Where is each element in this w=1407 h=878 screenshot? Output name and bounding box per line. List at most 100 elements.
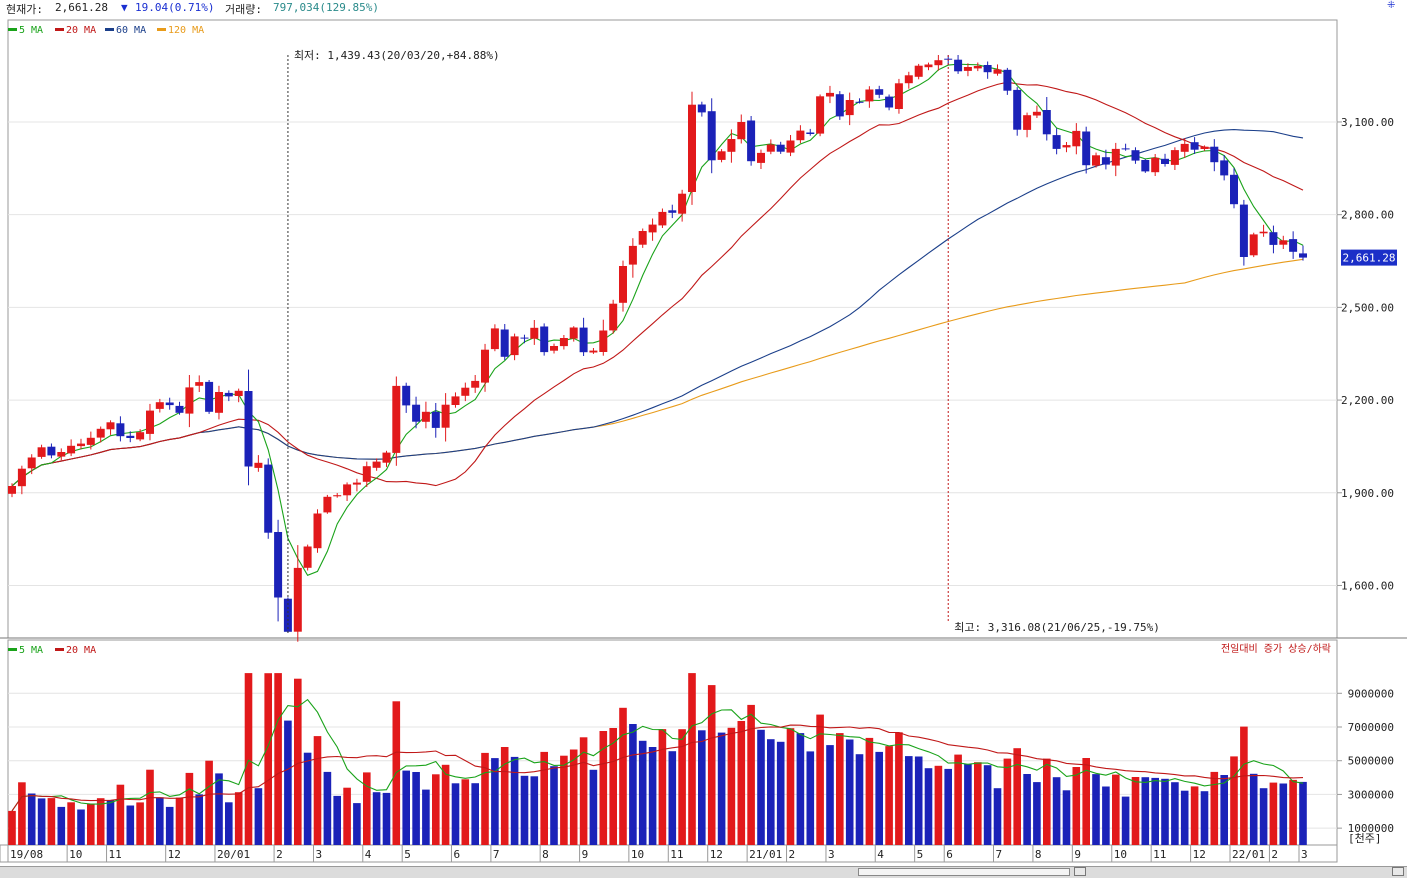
volume-bar	[441, 764, 450, 845]
price-tick-label: 2,200.00	[1341, 394, 1394, 407]
volume-legend-swatch	[8, 648, 17, 651]
candle-body	[816, 96, 825, 134]
volume-bar	[264, 673, 272, 845]
volume-bar	[47, 798, 56, 845]
x-tick-label: 6	[453, 848, 460, 861]
volume-bar	[579, 737, 588, 845]
candle-body	[678, 193, 687, 214]
volume-bar	[1259, 788, 1268, 845]
candle-body	[451, 396, 460, 405]
candle-body	[274, 532, 283, 598]
x-tick-label: 8	[1035, 848, 1042, 861]
candle-body	[1111, 148, 1120, 166]
x-tick-label: 4	[877, 848, 884, 861]
scroll-bar[interactable]	[0, 866, 1407, 878]
volume-bar	[146, 769, 154, 845]
volume-bar	[254, 788, 263, 845]
candle-body	[776, 144, 785, 152]
candle-body	[648, 224, 657, 233]
volume-bar	[185, 772, 194, 845]
candle-body	[638, 231, 647, 245]
volume-bar	[195, 794, 203, 845]
candle-body	[707, 111, 716, 161]
volume-bar	[1043, 758, 1051, 845]
candle-body	[1249, 234, 1258, 256]
candle-body	[1180, 143, 1189, 152]
volume-bar	[1279, 783, 1288, 845]
candle-body	[1092, 155, 1100, 166]
volume-bar	[382, 792, 391, 845]
volume-bar	[1052, 777, 1061, 845]
volume-bar	[1151, 777, 1159, 845]
volume-bar	[294, 678, 302, 845]
x-tick-label: 10	[631, 848, 644, 861]
candle-body	[333, 495, 342, 497]
volume-bar	[895, 732, 903, 845]
candle-body	[1299, 253, 1307, 258]
candle-body	[77, 443, 85, 447]
candle-body	[421, 411, 430, 422]
candle-body	[1072, 130, 1081, 147]
x-tick-label: 9	[1074, 848, 1081, 861]
candle-body	[352, 482, 361, 485]
volume-bar	[1230, 756, 1238, 845]
volume-bar	[1121, 796, 1130, 845]
scroll-right-button[interactable]	[1392, 867, 1404, 876]
candle-body	[550, 346, 558, 351]
candle-body	[1131, 150, 1140, 161]
last-price-badge	[1341, 249, 1397, 266]
candle-body	[983, 65, 992, 73]
candle-body	[471, 380, 480, 388]
volume-bar	[609, 728, 617, 845]
settings-icon[interactable]: ⁜	[1387, 0, 1396, 11]
price-tick-label: 2,800.00	[1341, 209, 1394, 222]
volume-bar	[737, 721, 746, 845]
volume-bar	[806, 751, 815, 845]
scroll-left-button[interactable]	[1074, 867, 1086, 876]
price-legend-swatch	[105, 28, 114, 31]
candle-body	[126, 435, 135, 438]
volume-bar	[471, 783, 479, 845]
candle-body	[1210, 146, 1219, 163]
volume-bar	[1249, 773, 1258, 845]
candle-body	[155, 402, 164, 409]
scroll-thumb[interactable]	[858, 868, 1070, 876]
volume-bar	[589, 769, 598, 845]
candle-body	[205, 381, 214, 412]
candle-body	[1289, 239, 1298, 252]
candle-body	[875, 89, 884, 95]
ma60-line	[11, 129, 1304, 487]
candle-body	[579, 327, 588, 353]
volume-bar	[1210, 771, 1219, 845]
candle-body	[885, 96, 894, 108]
volume-tick-label: 5000000	[1348, 755, 1394, 768]
x-tick-label: 12	[1193, 848, 1206, 861]
price-tick-label: 3,100.00	[1341, 116, 1394, 129]
x-tick-label: 2	[789, 848, 796, 861]
candle-body	[540, 326, 549, 353]
volume-bar	[776, 741, 785, 845]
volume-bar	[1299, 781, 1307, 845]
volume-bar	[934, 765, 943, 845]
volume-bar	[353, 803, 361, 845]
candle-body	[372, 461, 381, 468]
volume-bar	[500, 747, 509, 845]
candle-body	[688, 104, 696, 192]
candle-body	[934, 60, 943, 66]
candle-body	[1220, 160, 1229, 176]
volume-bar	[1082, 758, 1090, 845]
x-tick-label: 12	[710, 848, 723, 861]
volume-bar	[1190, 786, 1199, 845]
candle-body	[392, 385, 401, 453]
volume-bar	[422, 789, 430, 845]
candle-body	[530, 327, 539, 339]
x-tick-label: 20/01	[217, 848, 250, 861]
candle-body	[96, 428, 105, 438]
volume-bar	[372, 792, 381, 845]
price-legend-swatch	[55, 28, 64, 31]
candle-body	[1239, 204, 1248, 257]
candle-body	[293, 567, 302, 632]
candle-body	[461, 387, 470, 396]
candle-body	[1190, 142, 1199, 150]
